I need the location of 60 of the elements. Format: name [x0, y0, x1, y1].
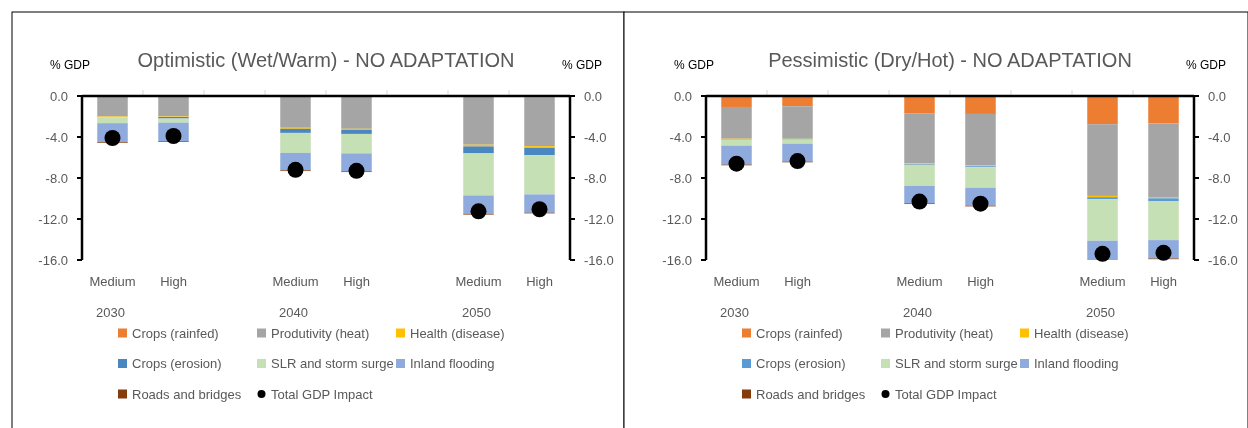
- x-tick-label: High: [784, 274, 811, 289]
- y-tick-label: -4.0: [45, 129, 68, 145]
- y2-tick-label: -8.0: [584, 170, 607, 186]
- x-tick-label: High: [343, 274, 370, 289]
- legend-label: Health (disease): [1034, 325, 1129, 341]
- chart-title: Pessimistic (Dry/Hot) - NO ADAPTATION: [768, 49, 1132, 71]
- x-tick-label: Medium: [272, 274, 319, 289]
- y2-tick-label: 0.0: [584, 88, 603, 104]
- x-tick-label: Medium: [896, 274, 943, 289]
- text: 2030: [96, 305, 125, 320]
- x-tick-label: High: [967, 274, 994, 289]
- legend-label: Roads and bridges: [132, 386, 242, 402]
- legend-label: Total GDP Impact: [895, 386, 998, 402]
- text: 2040: [903, 305, 932, 320]
- legend-label: Produtivity (heat): [895, 325, 994, 341]
- y2-axis-title: % GDP: [1185, 58, 1227, 72]
- x-tick-label: Medium: [89, 274, 136, 289]
- text: 2050: [1086, 305, 1115, 320]
- y2-tick-label: -16.0: [1208, 252, 1238, 268]
- y2-tick-label: -4.0: [1208, 129, 1231, 145]
- legend-label: Inland flooding: [1034, 356, 1119, 372]
- x-tick-label: Medium: [713, 274, 760, 289]
- legend-label: Inland flooding: [410, 356, 495, 372]
- y2-tick-label: -4.0: [584, 129, 607, 145]
- chart-title: Optimistic (Wet/Warm) - NO ADAPTATION: [137, 49, 515, 71]
- legend-label: Roads and bridges: [756, 386, 866, 402]
- text: 2040: [279, 305, 308, 320]
- y-axis-title: % GDP: [49, 58, 91, 72]
- y-tick-label: -12.0: [38, 211, 68, 227]
- legend-label: Crops (erosion): [132, 356, 222, 372]
- y-tick-label: 0.0: [673, 88, 692, 104]
- x-tick-label: Medium: [1079, 274, 1126, 289]
- legend-label: Crops (erosion): [756, 356, 846, 372]
- legend-label: Total GDP Impact: [271, 386, 374, 402]
- x-tick-label: Medium: [455, 274, 502, 289]
- legend-label: Health (disease): [410, 325, 505, 341]
- text: 2030: [720, 305, 749, 320]
- y-tick-label: -8.0: [45, 170, 68, 186]
- y2-tick-label: -16.0: [584, 252, 614, 268]
- text: 2050: [462, 305, 491, 320]
- y2-tick-label: 0.0: [1208, 88, 1227, 104]
- legend-label: SLR and storm surge: [895, 356, 1018, 372]
- x-tick-label: High: [1150, 274, 1177, 289]
- x-tick-label: High: [160, 274, 187, 289]
- y-tick-label: 0.0: [49, 88, 68, 104]
- y-tick-label: -16.0: [38, 252, 68, 268]
- y-tick-label: -8.0: [669, 170, 692, 186]
- y-tick-label: -4.0: [669, 129, 692, 145]
- y2-tick-label: -8.0: [1208, 170, 1231, 186]
- y2-axis-title: % GDP: [561, 58, 603, 72]
- y-tick-label: -12.0: [662, 211, 692, 227]
- legend-label: SLR and storm surge: [271, 356, 394, 372]
- x-tick-label: High: [526, 274, 553, 289]
- legend-label: Crops (rainfed): [756, 325, 843, 341]
- legend-label: Produtivity (heat): [271, 325, 370, 341]
- y-tick-label: -16.0: [662, 252, 692, 268]
- y2-tick-label: -12.0: [584, 211, 614, 227]
- y2-tick-label: -12.0: [1208, 211, 1238, 227]
- y-axis-title: % GDP: [673, 58, 715, 72]
- legend-label: Crops (rainfed): [132, 325, 219, 341]
